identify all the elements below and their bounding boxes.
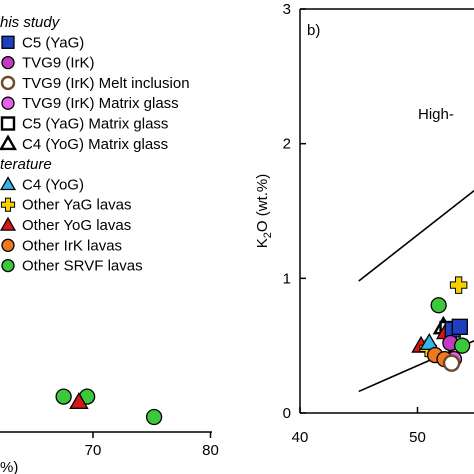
data-point-other-srvf-lavas [453, 337, 471, 354]
legend-label-c4-yog: C4 (YoG) [22, 176, 84, 193]
legend-marker-tvg9-irk-melt-inclusion [0, 75, 16, 91]
legend-label-other-srvf-lavas: Other SRVF lavas [22, 258, 143, 275]
panel-a-x-tick-label: 80 [202, 442, 219, 459]
data-point-c4-yog [419, 333, 439, 350]
legend-marker-c4-yog [0, 176, 17, 191]
legend-label-tvg9-irk-matrix-glass: TVG9 (IrK) Matrix glass [22, 95, 179, 112]
panel-b-y-axis-label: K2O (wt.%) [254, 174, 274, 248]
data-point-other-srvf-lavas [145, 408, 163, 426]
legend-marker-c5-yag-matrix-glass [0, 116, 16, 131]
legend-label-c5-yag: C5 (YaG) [22, 34, 84, 51]
legend-label-c5-yag-matrix-glass: C5 (YaG) Matrix glass [22, 116, 168, 133]
legend-marker-c5-yag [1, 35, 15, 49]
data-point-other-srvf-lavas [55, 388, 72, 405]
legend-group-header: his study [0, 14, 61, 31]
data-point-other-yag-lavas [449, 276, 468, 294]
panel-b-plot-area [358, 189, 474, 393]
data-point-c5-yag [451, 318, 468, 335]
legend-marker-tvg9-irk [1, 55, 15, 70]
panel-b-annotation: High- [418, 106, 454, 123]
panel-a-x-tick-label: 70 [85, 442, 102, 459]
legend-marker-other-irk-lavas [1, 238, 15, 252]
data-point-tvg9-irk-melt-inclusion [442, 354, 461, 372]
panel-b-y-tick-label: 2 [283, 136, 291, 153]
data-point-other-yog-lavas [69, 392, 89, 409]
legend-marker-other-yog-lavas [0, 216, 17, 231]
panel-b-y-tick-label: 3 [283, 1, 291, 18]
legend-label-tvg9-irk: TVG9 (IrK) [22, 55, 95, 72]
boundary-line [358, 189, 474, 282]
panel-b-label: b) [307, 22, 320, 39]
legend-label-c4-yog-matrix-glass: C4 (YoG) Matrix glass [22, 136, 168, 153]
legend-label-other-yag-lavas: Other YaG lavas [22, 197, 132, 214]
panel-b-y-tick-label: 1 [283, 270, 291, 287]
panel-b-x-tick-label: 40 [292, 429, 309, 446]
panel-b-y-tick-label: 0 [283, 405, 291, 422]
data-point-other-srvf-lavas [430, 297, 447, 314]
legend-label-other-yog-lavas: Other YoG lavas [22, 217, 131, 234]
legend-marker-c4-yog-matrix-glass [0, 134, 17, 151]
legend-marker-tvg9-irk-matrix-glass [1, 96, 15, 110]
legend-marker-other-srvf-lavas [1, 258, 15, 273]
panel-a-x-axis-label: %) [0, 459, 18, 474]
legend-label-other-irk-lavas: Other IrK lavas [22, 237, 122, 254]
legend-group-header: terature [0, 156, 52, 173]
legend-marker-other-yag-lavas [0, 197, 16, 212]
legend-label-tvg9-irk-melt-inclusion: TVG9 (IrK) Melt inclusion [22, 75, 190, 92]
panel-b-x-tick-label: 50 [409, 429, 426, 446]
